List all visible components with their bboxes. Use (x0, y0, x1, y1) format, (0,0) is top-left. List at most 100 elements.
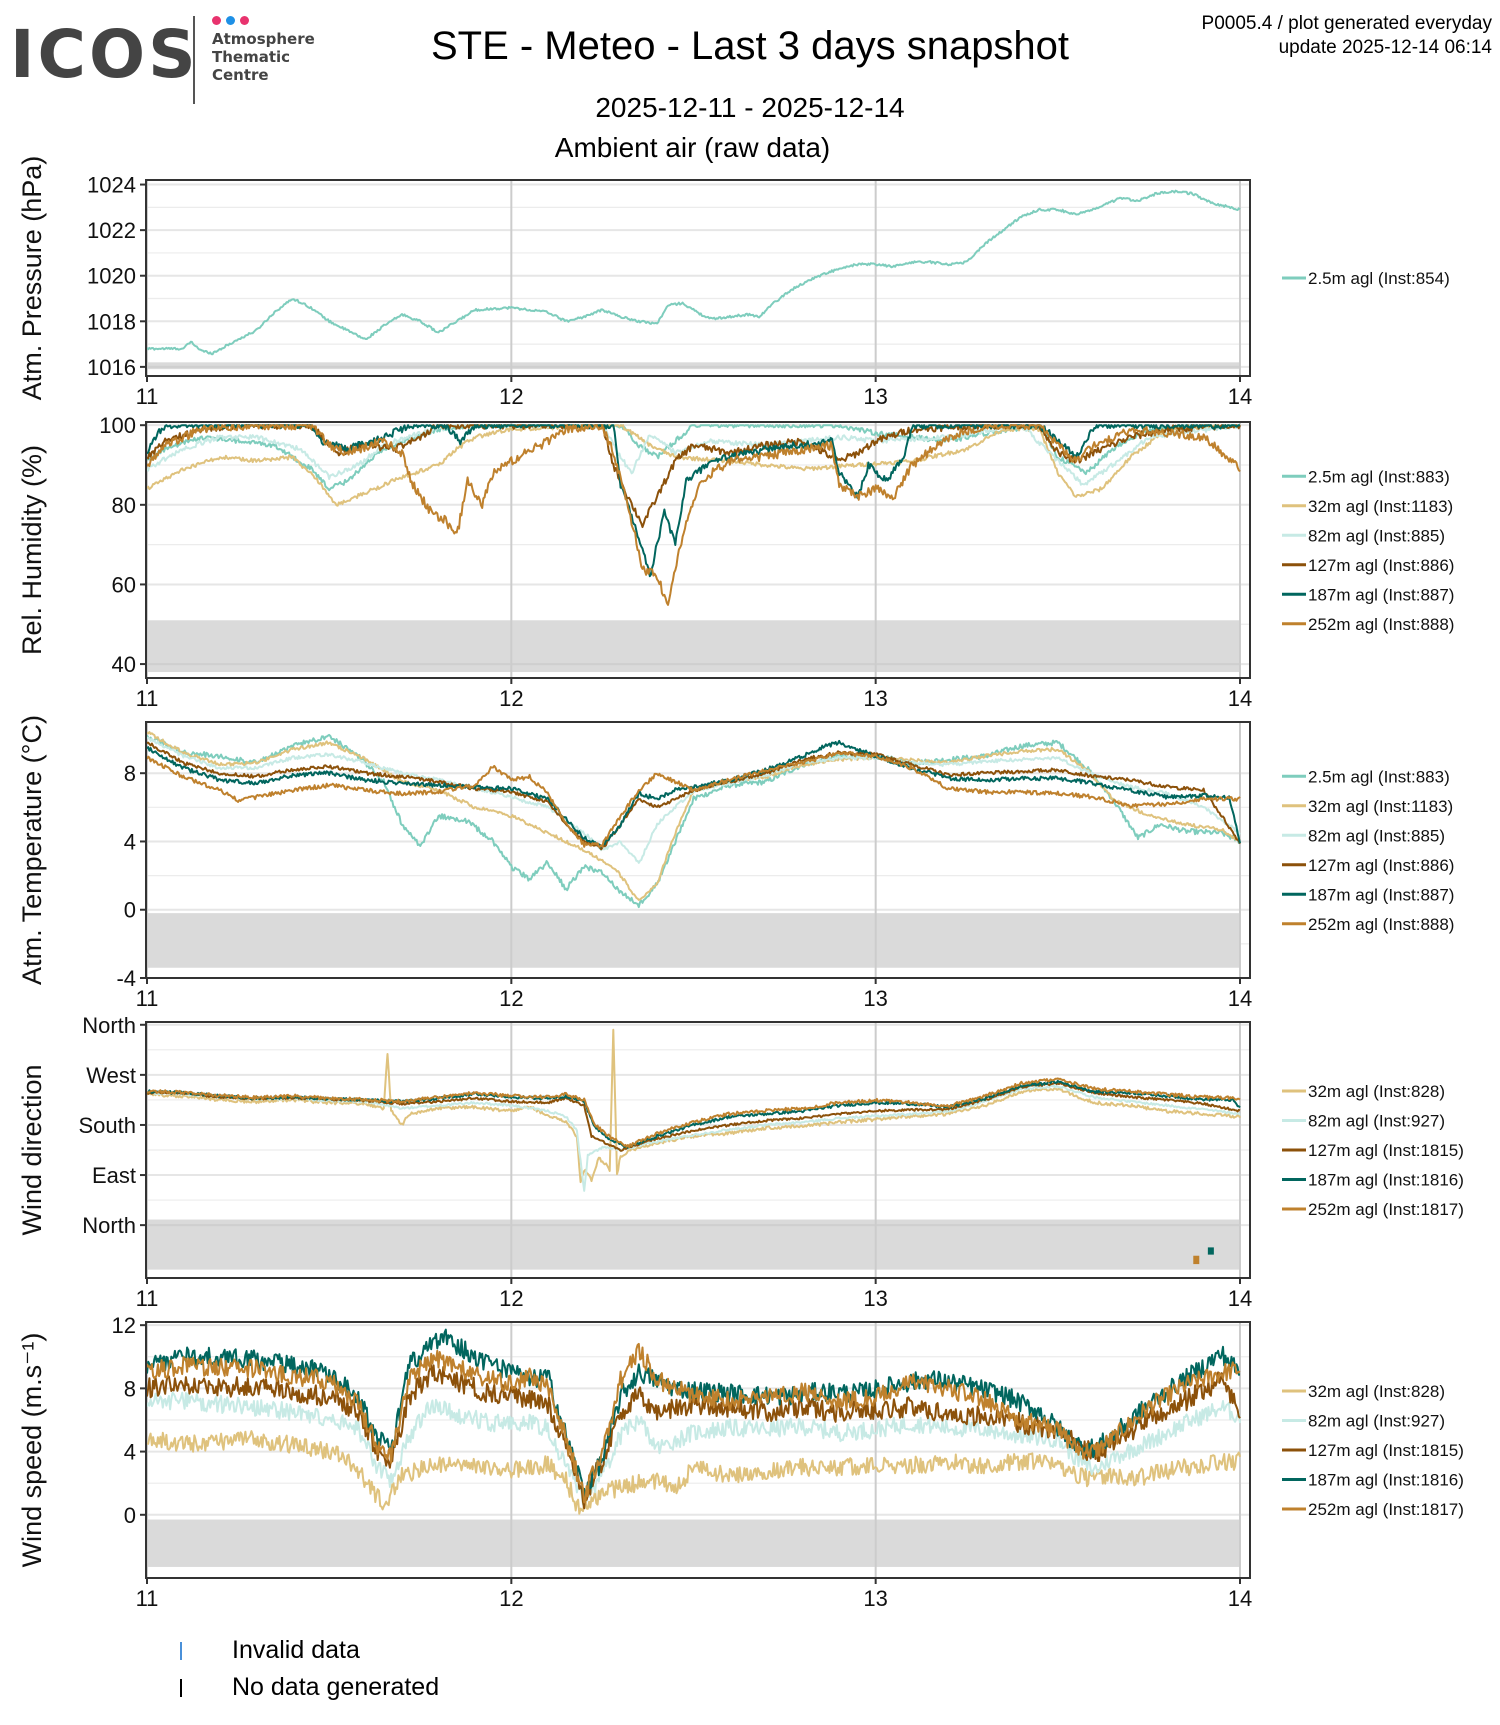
x-tick-label: 12 (499, 1586, 523, 1611)
x-tick-label: 13 (863, 1586, 887, 1611)
legend-no-data: No data generated (232, 1673, 440, 1701)
series-line (146, 424, 1241, 492)
y-axis-label: Rel. Humidity (%) (17, 445, 47, 655)
x-tick-label: 12 (499, 986, 523, 1011)
plot-area (146, 180, 1250, 376)
legend-item: 187m agl (Inst:1816) (1282, 1471, 1464, 1490)
legend-label: 82m agl (Inst:927) (1308, 1112, 1445, 1131)
series-line (146, 1342, 1241, 1504)
chart-panel-3: North East South West North 11 12 13 14 Wind dire… (17, 1013, 1464, 1311)
series-line (146, 424, 1241, 606)
series-line (146, 424, 1241, 507)
legend-label: 2.5m agl (Inst:854) (1308, 269, 1450, 288)
x-tick-label: 12 (499, 1286, 523, 1311)
legend-label: 32m agl (Inst:828) (1308, 1382, 1445, 1401)
legend-item: 82m agl (Inst:885) (1282, 826, 1445, 845)
y-tick-label: 1016 (87, 355, 136, 380)
legend-label: 252m agl (Inst:1817) (1308, 1200, 1464, 1219)
y-axis-label: Atm. Temperature (°C) (17, 715, 47, 985)
y-tick-label: 12 (112, 1313, 136, 1338)
y-tick-label: 80 (112, 493, 136, 518)
legend-item: 252m agl (Inst:1817) (1282, 1500, 1464, 1519)
y-tick-label: 0 (124, 1503, 136, 1528)
legend-label: 2.5m agl (Inst:883) (1308, 767, 1450, 786)
legend-item: 2.5m agl (Inst:883) (1282, 767, 1450, 786)
legend-item: 2.5m agl (Inst:883) (1282, 467, 1450, 486)
y-tick-label: North (82, 1013, 136, 1038)
legend-item: 32m agl (Inst:828) (1282, 1082, 1445, 1101)
legend-item: 252m agl (Inst:888) (1282, 915, 1454, 934)
legend-item: 82m agl (Inst:927) (1282, 1112, 1445, 1131)
legend-item: 127m agl (Inst:1815) (1282, 1441, 1464, 1460)
y-tick-label: East (92, 1163, 136, 1188)
logo-subtitle-line: Centre (212, 66, 269, 84)
series-line (146, 424, 1241, 486)
no-data-band (147, 1519, 1240, 1567)
no-data-marker-icon (180, 1679, 182, 1697)
plot-meta: P0005.4 / plot generated everyday update… (1202, 12, 1492, 60)
series-line (146, 1028, 1241, 1184)
legend-label: 252m agl (Inst:888) (1308, 915, 1454, 934)
no-data-band (147, 362, 1240, 370)
legend-label: 187m agl (Inst:887) (1308, 585, 1454, 604)
series-line (146, 1084, 1241, 1192)
y-tick-label: 60 (112, 572, 136, 597)
legend-item: 32m agl (Inst:1183) (1282, 797, 1453, 816)
invalid-data-marker-icon (180, 1642, 182, 1660)
plot-frame (145, 1021, 1251, 1279)
legend-label: 82m agl (Inst:885) (1308, 826, 1445, 845)
update-timestamp: update 2025-12-14 06:14 (1278, 37, 1492, 58)
x-tick-label: 13 (863, 1286, 887, 1311)
plot-frame (145, 421, 1251, 679)
legend-label: 82m agl (Inst:885) (1308, 526, 1445, 545)
x-tick-label: 12 (499, 686, 523, 711)
legend-item: 127m agl (Inst:886) (1282, 556, 1454, 575)
data-marker (1193, 1255, 1200, 1265)
legend-item: 32m agl (Inst:828) (1282, 1382, 1445, 1401)
x-tick-label: 14 (1228, 686, 1252, 711)
plot-frame (145, 721, 1251, 979)
no-data-band (147, 1219, 1240, 1270)
y-tick-label: 8 (124, 1376, 136, 1401)
logo-dots-icon (212, 16, 249, 25)
plot-frame (145, 1321, 1251, 1579)
series-line (146, 1430, 1241, 1515)
x-tick-label: 13 (863, 686, 887, 711)
legend-item: 187m agl (Inst:1816) (1282, 1171, 1464, 1190)
legend-label: 252m agl (Inst:1817) (1308, 1500, 1464, 1519)
y-axis-label: Wind direction (17, 1064, 47, 1235)
logo-dot (226, 16, 235, 25)
legend-label: 187m agl (Inst:887) (1308, 885, 1454, 904)
logo-dot (212, 16, 221, 25)
legend-invalid-data: Invalid data (232, 1636, 360, 1664)
section-title: Ambient air (raw data) (554, 132, 831, 163)
legend-label: 187m agl (Inst:1816) (1308, 1171, 1464, 1190)
x-tick-label: 14 (1228, 1586, 1252, 1611)
legend-item: 187m agl (Inst:887) (1282, 885, 1454, 904)
legend-label: 252m agl (Inst:888) (1308, 615, 1454, 634)
y-tick-label: 1020 (87, 264, 136, 289)
logo-subtitle: Atmosphere Thematic Centre (212, 30, 332, 84)
legend-item: 32m agl (Inst:1183) (1282, 497, 1453, 516)
series-line (146, 733, 1241, 909)
y-tick-label: 1022 (87, 218, 136, 243)
x-tick-label: 11 (136, 686, 159, 711)
legend-label: 32m agl (Inst:1183) (1308, 497, 1453, 516)
logo-subtitle-line: Atmosphere (212, 30, 315, 48)
legend-item: 2.5m agl (Inst:854) (1282, 269, 1450, 288)
legend-item: 252m agl (Inst:888) (1282, 615, 1454, 634)
page-title: STE - Meteo - Last 3 days snapshot (430, 24, 1070, 68)
y-tick-label: 100 (99, 413, 136, 438)
plot-frame (145, 179, 1251, 377)
series-line (146, 750, 1241, 848)
legend-item: 252m agl (Inst:1817) (1282, 1200, 1464, 1219)
y-tick-label: 4 (124, 1440, 136, 1465)
chart-panel-2: -4 0 4 8 11 12 13 14 Atm. Temperature (°C) 2.5m a… (17, 715, 1454, 1011)
x-tick-label: 11 (136, 986, 159, 1011)
y-tick-label: West (86, 1063, 136, 1088)
y-tick-label: North (82, 1213, 136, 1238)
y-tick-label: 1018 (87, 309, 136, 334)
x-tick-label: 13 (863, 986, 887, 1011)
y-tick-label: 0 (124, 898, 136, 923)
